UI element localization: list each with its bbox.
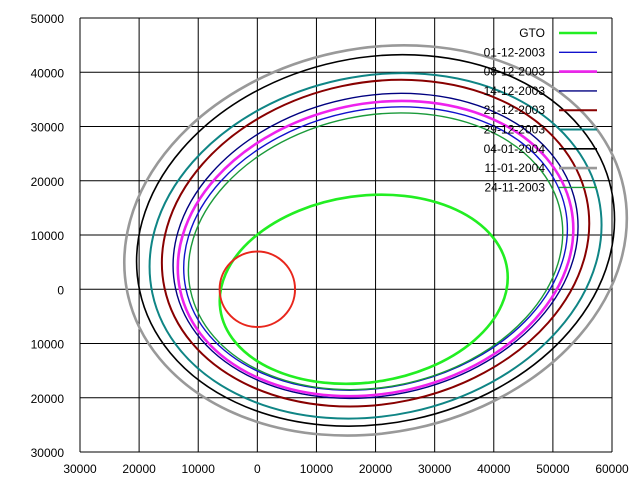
orbit-08-12-2003: [176, 99, 575, 398]
legend-label: 11-01-2004: [485, 161, 546, 175]
legend-item-01-12-2003: 01-12-2003: [484, 45, 597, 59]
x-tick-label: 10000: [300, 462, 334, 476]
legend-label: 29-12-2003: [484, 123, 546, 137]
orbit-series: [123, 44, 629, 437]
orbit-11-01-2004: [123, 44, 629, 437]
orbit-29-12-2003: [148, 72, 603, 420]
legend-label: GTO: [519, 26, 545, 40]
x-tick-label: 30000: [63, 462, 97, 476]
orbit-gto: [218, 193, 510, 386]
orbit-04-01-2004: [135, 53, 616, 427]
x-tick-label: 30000: [418, 462, 452, 476]
x-tick-label: 20000: [359, 462, 393, 476]
grid: [79, 17, 613, 453]
x-tick-label: 50000: [536, 462, 570, 476]
x-tick-label: 10000: [182, 462, 216, 476]
legend-label: 01-12-2003: [484, 45, 546, 59]
x-tick-label: 0: [254, 462, 261, 476]
legend-item-21-12-2003: 21-12-2003: [484, 103, 597, 117]
legend-item-04-01-2004: 04-01-2004: [484, 142, 597, 156]
y-tick-label: 0: [57, 283, 64, 297]
orbit-24-11-2003: [187, 112, 564, 391]
y-tick-label: 10000: [31, 338, 65, 352]
x-tick-label: 20000: [122, 462, 156, 476]
earth-circle: [218, 250, 297, 328]
legend: GTO 01-12-2003 08-12-2003 14-12-2003 21-12-2…: [484, 26, 597, 194]
legend-item-29-12-2003: 29-12-2003: [484, 123, 597, 137]
y-tick-label: 30000: [31, 121, 65, 135]
legend-item-24-11-2003: 24-11-2003: [485, 180, 597, 194]
x-tick-label: 60000: [595, 462, 629, 476]
legend-label: 21-12-2003: [484, 103, 546, 117]
y-tick-label: 20000: [31, 392, 65, 406]
orbit-14-12-2003: [172, 92, 579, 400]
legend-item-14-12-2003: 14-12-2003: [484, 84, 597, 98]
legend-label: 04-01-2004: [484, 142, 546, 156]
y-tick-label: 40000: [31, 66, 65, 80]
tick-labels: 30000 20000 10000 0 10000 20000 30000 40000 5000…: [31, 12, 629, 476]
legend-item-gto: GTO: [519, 26, 597, 40]
legend-item-11-01-2004: 11-01-2004: [485, 161, 597, 175]
legend-item-08-12-2003: 08-12-2003: [484, 65, 597, 79]
legend-label: 14-12-2003: [484, 84, 546, 98]
y-tick-label: 50000: [31, 12, 65, 26]
y-tick-label: 20000: [31, 175, 65, 189]
y-tick-label: 30000: [31, 446, 65, 460]
x-tick-label: 40000: [477, 462, 511, 476]
legend-label: 08-12-2003: [484, 65, 546, 79]
y-tick-label: 10000: [31, 229, 65, 243]
legend-label: 24-11-2003: [485, 180, 546, 194]
orbit-21-12-2003: [160, 78, 591, 408]
